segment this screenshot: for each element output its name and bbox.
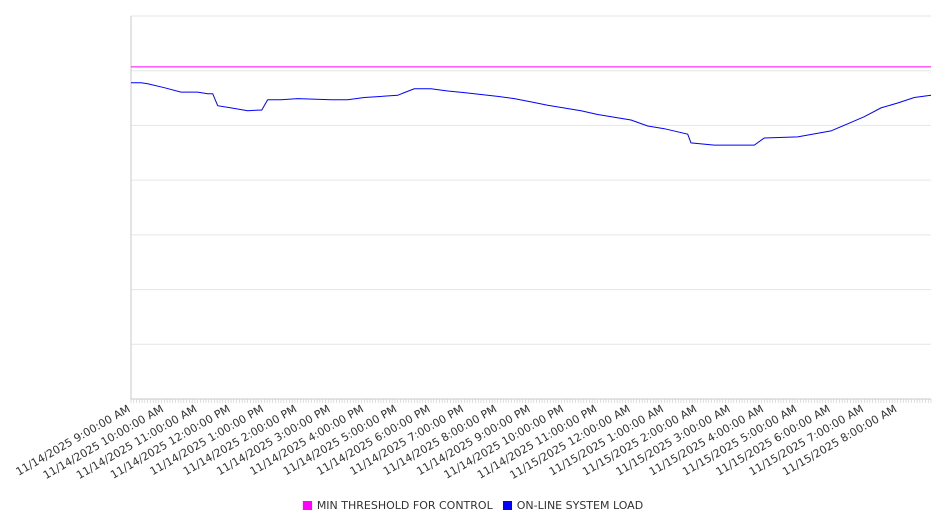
system-load-line — [131, 82, 932, 146]
legend: MIN THRESHOLD FOR CONTROL ON-LINE SYSTEM… — [0, 499, 946, 512]
series-lines — [131, 66, 932, 146]
gridlines — [130, 15, 931, 400]
legend-swatch-threshold — [302, 501, 312, 510]
x-axis-ticks — [130, 399, 932, 403]
legend-item-load[interactable]: ON-LINE SYSTEM LOAD — [502, 499, 644, 512]
legend-swatch-load — [502, 501, 512, 510]
legend-label-threshold: MIN THRESHOLD FOR CONTROL — [316, 499, 493, 512]
legend-label-load: ON-LINE SYSTEM LOAD — [516, 499, 644, 512]
legend-item-threshold[interactable]: MIN THRESHOLD FOR CONTROL — [302, 499, 493, 512]
